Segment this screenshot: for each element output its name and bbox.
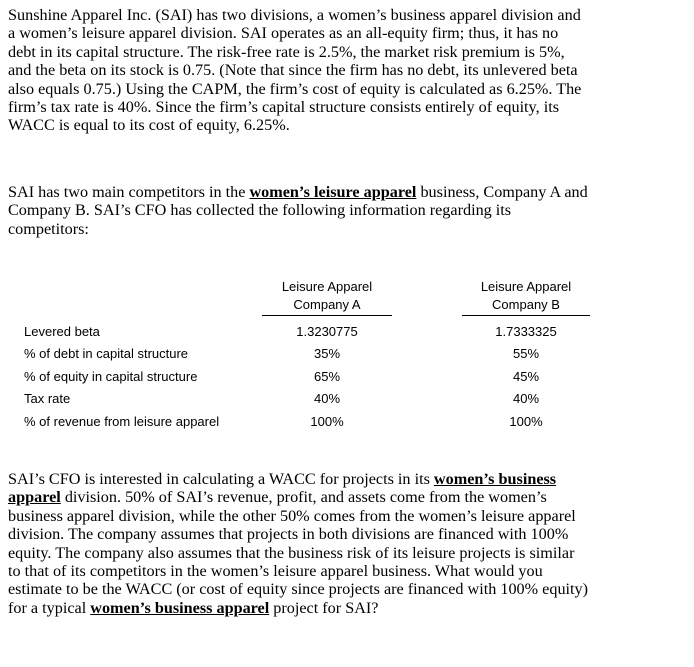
text-line: equity. The company also assumes that th… bbox=[8, 544, 588, 562]
table-row: Levered beta 1.3230775 1.7333325 bbox=[24, 316, 590, 343]
text-run: project for SAI? bbox=[269, 598, 379, 617]
company-b-value: 100% bbox=[509, 413, 543, 429]
text-line: division. The company assumes that proje… bbox=[8, 525, 588, 543]
text-line: SAI’s CFO is interested in calculating a… bbox=[8, 470, 588, 488]
text-run: debt in its capital structure. The risk-… bbox=[8, 42, 565, 61]
emphasized-text: women’s leisure apparel bbox=[249, 183, 417, 201]
text-run: division. 50% of SAI’s revenue, profit, … bbox=[60, 488, 547, 507]
text-line: estimate to be the WACC (or cost of equi… bbox=[8, 580, 588, 598]
text-run: WACC is equal to its cost of equity, 6.2… bbox=[8, 116, 290, 135]
text-run: SAI has two main competitors in the bbox=[8, 183, 250, 201]
text-line: firm’s tax rate is 40%. Since the firm’s… bbox=[8, 98, 581, 116]
text-line: debt in its capital structure. The risk-… bbox=[8, 43, 581, 61]
row-label: Tax rate bbox=[24, 391, 71, 407]
text-line: also equals 0.75.) Using the CAPM, the f… bbox=[8, 80, 581, 98]
text-line: business apparel division, while the oth… bbox=[8, 507, 588, 525]
text-run: SAI’s CFO is interested in calculating a… bbox=[8, 470, 434, 488]
company-b-value: 40% bbox=[512, 391, 540, 407]
question-paragraph: SAI’s CFO is interested in calculating a… bbox=[8, 470, 588, 617]
header-company-b: Leisure Apparel Company B bbox=[462, 278, 590, 316]
text-run: equity. The company also assumes that th… bbox=[8, 543, 575, 562]
emphasized-text: women’s business apparel bbox=[90, 598, 270, 617]
text-run: a women’s leisure apparel division. SAI … bbox=[8, 24, 559, 43]
company-a-value: 100% bbox=[310, 413, 344, 429]
text-line: for a typical women’s business apparel p… bbox=[8, 599, 588, 617]
text-run: for a typical bbox=[8, 598, 91, 617]
company-b-value: 45% bbox=[512, 368, 540, 384]
text-line: to that of its competitors in the women’… bbox=[8, 562, 588, 580]
text-run: business, Company A and bbox=[416, 183, 588, 201]
table-row: % of revenue from leisure apparel 100% 1… bbox=[24, 410, 590, 433]
emphasized-text: apparel bbox=[8, 488, 61, 507]
text-run: estimate to be the WACC (or cost of equi… bbox=[8, 580, 589, 599]
text-line: apparel division. 50% of SAI’s revenue, … bbox=[8, 488, 588, 506]
company-a-value: 35% bbox=[313, 346, 341, 362]
company-a-value: 65% bbox=[313, 368, 341, 384]
text-run: and the beta on its stock is 0.75. (Note… bbox=[8, 61, 578, 80]
text-line: Sunshine Apparel Inc. (SAI) has two divi… bbox=[8, 6, 581, 24]
text-run: division. The company assumes that proje… bbox=[8, 525, 569, 544]
intro-paragraph: Sunshine Apparel Inc. (SAI) has two divi… bbox=[8, 6, 581, 135]
text-run: to that of its competitors in the women’… bbox=[8, 562, 543, 581]
text-run: also equals 0.75.) Using the CAPM, the f… bbox=[8, 79, 582, 98]
table-row: Tax rate 40% 40% bbox=[24, 388, 590, 411]
company-a-value: 1.3230775 bbox=[296, 323, 358, 339]
competitor-table: Leisure Apparel Company A Leisure Apparel… bbox=[24, 278, 590, 433]
text-line: Company B. SAI’s CFO has collected the f… bbox=[8, 201, 588, 219]
text-line: WACC is equal to its cost of equity, 6.2… bbox=[8, 116, 581, 134]
text-line: a women’s leisure apparel division. SAI … bbox=[8, 24, 581, 42]
text-line: competitors: bbox=[8, 220, 588, 238]
text-run: competitors: bbox=[8, 219, 89, 238]
header-company-a: Leisure Apparel Company A bbox=[262, 278, 392, 316]
table-header-row: Leisure Apparel Company A Leisure Apparel… bbox=[24, 278, 590, 316]
text-run: Sunshine Apparel Inc. (SAI) has two divi… bbox=[8, 6, 581, 24]
company-a-value: 40% bbox=[313, 391, 341, 407]
row-label: % of debt in capital structure bbox=[24, 346, 189, 362]
company-b-value: 1.7333325 bbox=[495, 323, 557, 339]
row-label: Levered beta bbox=[24, 323, 100, 339]
company-b-value: 55% bbox=[512, 346, 540, 362]
text-line: SAI has two main competitors in the wome… bbox=[8, 183, 588, 201]
competitors-paragraph: SAI has two main competitors in the wome… bbox=[8, 183, 588, 238]
text-run: firm’s tax rate is 40%. Since the firm’s… bbox=[8, 98, 559, 117]
row-label: % of equity in capital structure bbox=[24, 368, 198, 384]
table-row: % of equity in capital structure 65% 45% bbox=[24, 365, 590, 388]
emphasized-text: women’s business bbox=[433, 470, 557, 488]
table-row: % of debt in capital structure 35% 55% bbox=[24, 343, 590, 366]
text-run: Company B. SAI’s CFO has collected the f… bbox=[8, 201, 512, 220]
row-label: % of revenue from leisure apparel bbox=[24, 413, 220, 429]
text-line: and the beta on its stock is 0.75. (Note… bbox=[8, 61, 581, 79]
text-run: business apparel division, while the oth… bbox=[8, 506, 576, 525]
